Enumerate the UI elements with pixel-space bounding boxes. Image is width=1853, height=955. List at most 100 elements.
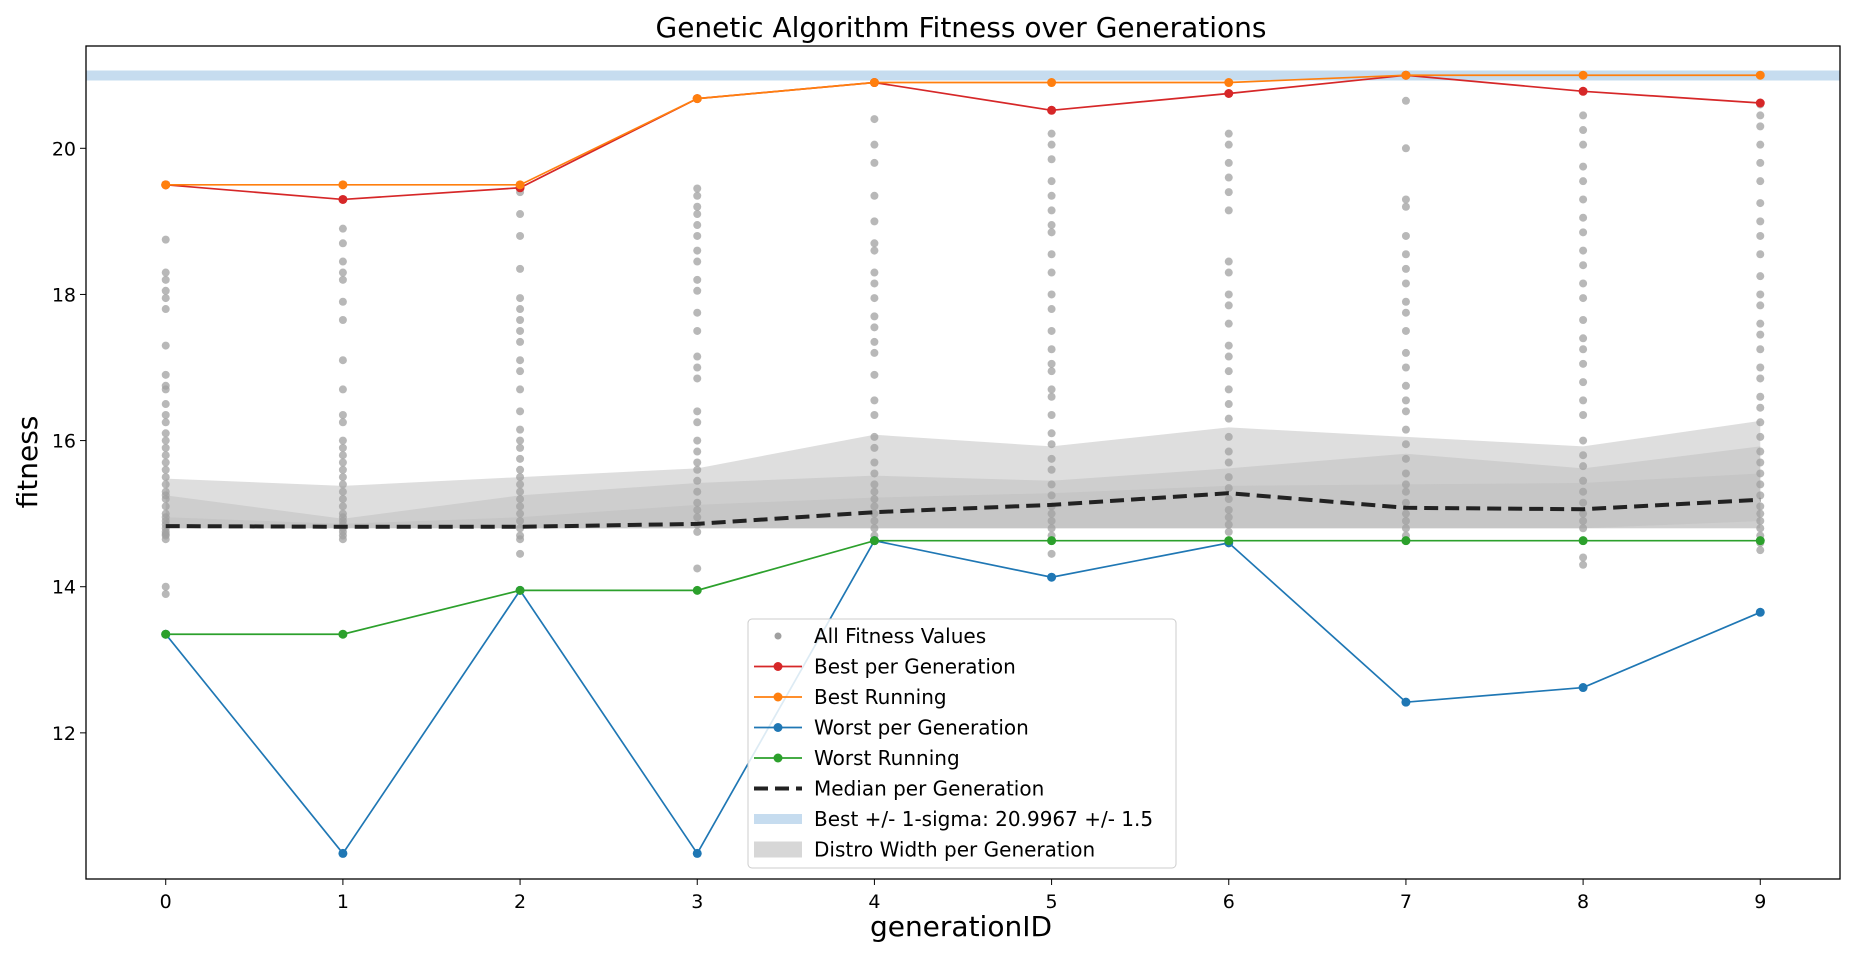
fitness-point: [870, 480, 879, 489]
fitness-point: [338, 495, 347, 504]
fitness-point: [1756, 158, 1765, 167]
series-marker-worst-per-generation: [1401, 697, 1411, 707]
fitness-point: [161, 582, 170, 591]
fitness-point: [1579, 345, 1588, 354]
fitness-point: [1224, 458, 1233, 467]
fitness-point: [1047, 290, 1056, 299]
fitness-point: [161, 286, 170, 295]
series-marker-best-per-generation: [1224, 88, 1234, 98]
fitness-point: [1756, 290, 1765, 299]
series-marker-best-running: [515, 180, 525, 190]
x-tick-label: 0: [160, 891, 172, 913]
fitness-point: [1047, 305, 1056, 314]
x-axis-title: generationID: [870, 910, 1052, 943]
fitness-point: [1579, 476, 1588, 485]
fitness-point: [1224, 188, 1233, 197]
fitness-point: [338, 275, 347, 284]
fitness-point: [1579, 378, 1588, 387]
fitness-point: [870, 312, 879, 321]
fitness-point: [338, 257, 347, 266]
fitness-point: [516, 473, 525, 482]
series-marker-worst-per-generation: [1047, 572, 1057, 582]
fitness-point: [338, 268, 347, 277]
fitness-point: [870, 516, 879, 525]
series-marker-worst-running: [1578, 536, 1588, 546]
x-tick-label: 6: [1223, 891, 1235, 913]
fitness-point: [1401, 264, 1410, 273]
y-axis-title: fitness: [11, 416, 44, 509]
fitness-point: [516, 326, 525, 335]
fitness-point: [161, 590, 170, 599]
fitness-point: [161, 451, 170, 460]
series-marker-best-running: [1224, 78, 1234, 88]
legend-label: Best Running: [814, 685, 947, 709]
fitness-point: [1401, 516, 1410, 525]
fitness-point: [693, 458, 702, 467]
fitness-point: [870, 495, 879, 504]
fitness-point: [870, 432, 879, 441]
fitness-point: [338, 473, 347, 482]
series-line-best-per-generation: [165, 74, 1761, 201]
fitness-point: [161, 480, 170, 489]
fitness-point: [1579, 553, 1588, 562]
fitness-point: [1224, 505, 1233, 514]
series-marker-best-running: [161, 180, 171, 190]
fitness-point: [1401, 348, 1410, 357]
fitness-point: [1401, 195, 1410, 204]
fitness-point: [1401, 231, 1410, 240]
fitness-point: [516, 502, 525, 511]
fitness-point: [338, 502, 347, 511]
fitness-point: [1756, 546, 1765, 555]
fitness-point: [1047, 549, 1056, 558]
fitness-point: [693, 202, 702, 211]
fitness-point: [161, 294, 170, 303]
legend: All Fitness Values Best per Generation Bes…: [747, 618, 1177, 869]
fitness-point: [516, 407, 525, 416]
fitness-point: [516, 436, 525, 445]
fitness-point: [1047, 429, 1056, 438]
legend-label: Distro Width per Generation: [814, 838, 1095, 862]
fitness-point: [338, 356, 347, 365]
fitness-point: [1224, 341, 1233, 350]
fitness-point: [1401, 363, 1410, 372]
fitness-point: [693, 231, 702, 240]
fitness-point: [516, 337, 525, 346]
fitness-point: [161, 275, 170, 284]
fitness-point: [1756, 199, 1765, 208]
series-marker-worst-running: [1401, 536, 1411, 546]
fitness-point: [1047, 177, 1056, 186]
fitness-point: [1756, 374, 1765, 383]
fitness-point: [1047, 129, 1056, 138]
fitness-point: [870, 268, 879, 277]
series-line-median-per-generation: [165, 491, 1761, 529]
fitness-point: [338, 385, 347, 394]
series-marker-best-running: [869, 78, 879, 88]
series-marker-worst-running: [692, 585, 702, 595]
fitness-point: [1756, 509, 1765, 518]
series-marker-worst-per-generation: [692, 848, 702, 858]
x-tick-label: 3: [691, 891, 703, 913]
fitness-point: [161, 305, 170, 314]
legend-marker: [773, 723, 783, 732]
fitness-point: [693, 374, 702, 383]
fitness-point: [1047, 392, 1056, 401]
fitness-point: [516, 480, 525, 489]
fitness-point: [693, 465, 702, 474]
fitness-point: [1401, 425, 1410, 434]
fitness-point: [1579, 487, 1588, 496]
fitness-point: [870, 191, 879, 200]
legend-marker: [773, 753, 783, 763]
fitness-point: [1756, 418, 1765, 427]
fitness-point: [1047, 509, 1056, 518]
fitness-point: [693, 184, 702, 193]
fitness-point: [516, 356, 525, 365]
fitness-point: [1401, 396, 1410, 405]
series-marker-worst-running: [1755, 536, 1765, 546]
fitness-point: [161, 411, 170, 420]
fitness-point: [1756, 330, 1765, 339]
fitness-point: [338, 509, 347, 518]
fitness-point: [161, 502, 170, 511]
fitness-point: [870, 370, 879, 379]
fitness-point: [516, 231, 525, 240]
fitness-point: [1401, 202, 1410, 211]
